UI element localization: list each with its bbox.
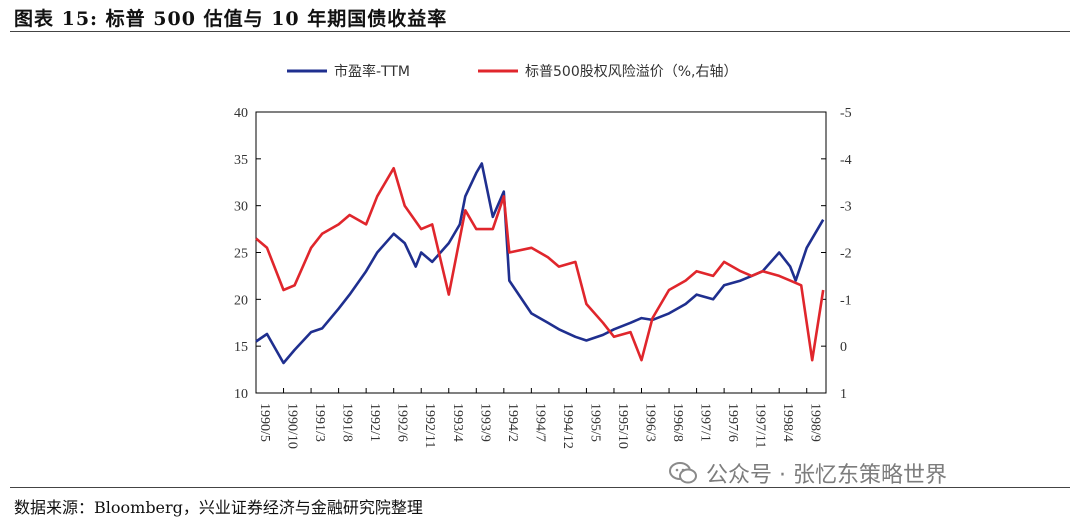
x-tick-label: 1997/6 <box>725 403 740 442</box>
x-tick-label: 1992/1 <box>367 403 382 442</box>
x-tick-label: 1998/4 <box>780 403 795 442</box>
x-tick-label: 1994/12 <box>560 403 575 449</box>
x-tick-label: 1990/5 <box>257 403 272 442</box>
x-tick-label: 1994/7 <box>532 403 547 442</box>
x-tick-label: 1993/4 <box>450 403 465 442</box>
right-axis-ticks: 1 0 -1 -2 -3 -4 -5 <box>821 106 852 402</box>
title-divider <box>10 31 1070 32</box>
right-tick-label: -4 <box>840 153 852 168</box>
left-tick-label: 35 <box>234 153 248 168</box>
left-tick-label: 10 <box>234 387 248 402</box>
legend: 市盈率-TTM 标普500股权风险溢价（%,右轴） <box>287 63 737 80</box>
x-axis-ticks: 1990/5 1990/10 1991/3 1991/8 1992/1 1992/6 199… <box>255 388 823 449</box>
x-tick-label: 1992/6 <box>395 403 410 442</box>
left-tick-label: 30 <box>234 200 248 215</box>
series-lines <box>255 162 825 365</box>
x-tick-label: 1991/3 <box>312 403 327 442</box>
right-tick-label: 0 <box>840 340 847 355</box>
x-tick-label: 1995/10 <box>615 403 630 449</box>
right-tick-label: -3 <box>840 200 852 215</box>
pe-erp-chart: 市盈率-TTM 标普500股权风险溢价（%,右轴） 10152025303540… <box>234 63 852 449</box>
series-line-erp <box>255 166 825 362</box>
legend-label-pe: 市盈率-TTM <box>334 63 410 80</box>
x-tick-label: 1992/11 <box>422 403 437 448</box>
footer-divider <box>10 487 1070 488</box>
x-tick-label: 1995/5 <box>587 403 602 442</box>
left-axis-ticks: 10 15 20 25 30 35 40 <box>234 106 261 402</box>
right-tick-label: -5 <box>840 106 852 121</box>
source-note: 数据来源：Bloomberg，兴业证券经济与金融研究院整理 <box>14 498 423 517</box>
left-tick-label: 25 <box>234 247 248 262</box>
series-line-pe <box>255 162 825 365</box>
x-tick-label: 1994/2 <box>505 403 520 442</box>
legend-label-erp: 标普500股权风险溢价（%,右轴） <box>525 64 737 80</box>
chart-title: 图表 15: 标普 500 估值与 10 年期国债收益率 <box>14 8 448 30</box>
x-tick-label: 1991/8 <box>340 403 355 442</box>
right-tick-label: -2 <box>840 247 852 262</box>
left-tick-label: 15 <box>234 340 248 355</box>
right-tick-label: 1 <box>840 387 847 402</box>
x-tick-label: 1997/11 <box>753 403 768 448</box>
wechat-icon <box>669 462 697 484</box>
x-tick-label: 1993/9 <box>477 403 492 442</box>
x-tick-label: 1996/8 <box>670 403 685 442</box>
left-tick-label: 40 <box>234 106 248 121</box>
x-tick-label: 1997/1 <box>698 403 713 442</box>
x-tick-label: 1996/3 <box>643 403 658 442</box>
watermark-text: 公众号 · 张忆东策略世界 <box>706 463 947 488</box>
watermark: 公众号 · 张忆东策略世界 <box>668 457 947 489</box>
left-tick-label: 20 <box>234 293 248 308</box>
x-tick-label: 1990/10 <box>285 403 300 449</box>
x-tick-label: 1998/9 <box>808 403 823 442</box>
right-tick-label: -1 <box>840 293 852 308</box>
